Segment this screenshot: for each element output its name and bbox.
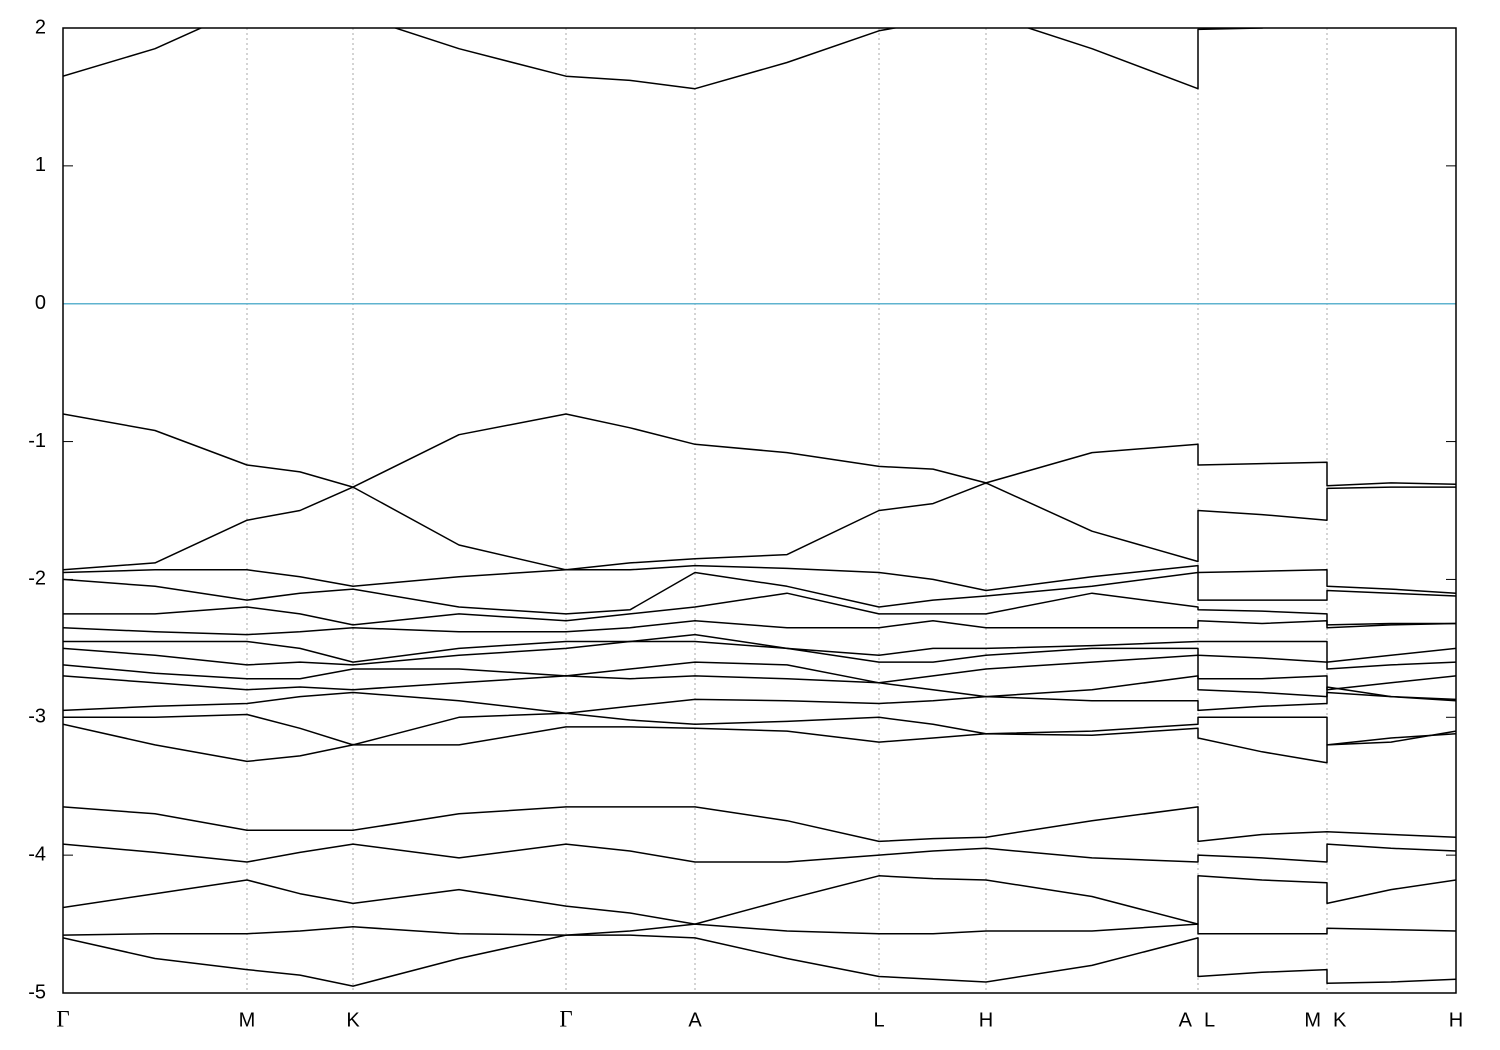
band-line: [63, 413, 1456, 571]
y-tick-label: 0: [35, 292, 46, 314]
band-line: [63, 633, 1456, 670]
y-tick-label: -2: [28, 568, 46, 590]
y-tick-label: -3: [28, 706, 46, 728]
y-tick-label: -1: [28, 430, 46, 452]
x-tick-label: K: [346, 1009, 360, 1031]
band-line: [63, 592, 1456, 626]
x-tick-label: Γ: [559, 1006, 572, 1031]
x-tick-label: M: [239, 1009, 256, 1031]
bands: [63, 28, 1456, 987]
x-tick-label: L: [1204, 1009, 1215, 1031]
y-tick-label: 2: [35, 16, 46, 38]
band-line: [63, 934, 1456, 987]
band-line: [63, 843, 1456, 863]
y-tick-label: -4: [28, 843, 46, 865]
x-tick-label: Γ: [56, 1006, 69, 1031]
band-line: [63, 875, 1456, 925]
band-line: [63, 28, 1266, 90]
band-line: [63, 413, 1456, 571]
band-line: [63, 564, 1456, 594]
y-tick-label: 1: [35, 154, 46, 176]
x-tick-label: L: [873, 1009, 884, 1031]
band-line: [63, 571, 1456, 615]
x-tick-label: H: [979, 1009, 993, 1031]
x-tick-label: A: [688, 1009, 702, 1031]
y-tick-label: -5: [28, 981, 46, 1003]
x-tick-label: A: [1179, 1009, 1193, 1031]
band-line: [63, 640, 1456, 663]
x-tick-label: H: [1449, 1009, 1463, 1031]
band-line: [63, 620, 1456, 636]
band-line: [63, 923, 1456, 936]
band-line: [63, 686, 1456, 714]
band-line: [63, 712, 1456, 746]
band-line: [63, 675, 1456, 701]
x-tick-label: M: [1304, 1009, 1321, 1031]
x-tick-label: K: [1333, 1009, 1347, 1031]
band-line: [63, 654, 1456, 691]
plot-frame: [62, 27, 1457, 994]
band-line: [63, 806, 1456, 843]
band-line: [63, 723, 1456, 764]
